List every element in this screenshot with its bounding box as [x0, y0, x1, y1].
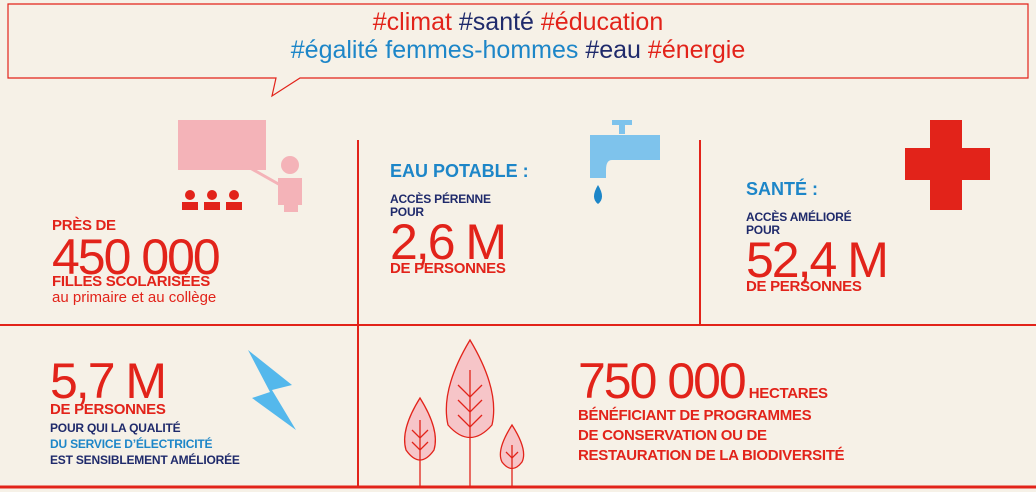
heading: EAU POTABLE : — [390, 161, 529, 181]
detail: BÉNÉFICIANT DE PROGRAMMES — [578, 407, 812, 424]
figure: 2,6 M — [390, 214, 507, 270]
detail: DU SERVICE D’ÉLECTRICITÉ — [50, 437, 213, 451]
figure: 450 000 — [52, 229, 221, 285]
intro: ACCÈS PÉRENNE POUR — [390, 192, 491, 219]
detail: au primaire et au collège — [52, 289, 217, 306]
hashtag: #climat — [372, 8, 452, 36]
biodiversity-block: 750 000 HECTARES BÉNÉFICIANT DE PROGRAMME… — [578, 356, 845, 466]
intro: ACCÈS AMÉLIORÉ POUR — [746, 210, 852, 237]
speech-bubble — [7, 3, 1029, 98]
detail: RESTAURATION DE LA BIODIVERSITÉ — [578, 447, 845, 464]
detail: DE CONSERVATION OU DE — [578, 427, 767, 444]
hashtag: #santé — [458, 8, 534, 36]
health-block: SANTÉ : ACCÈS AMÉLIORÉ POUR 52,4 M DE PE… — [746, 180, 926, 295]
label: DE PERSONNES — [50, 401, 166, 418]
cross-icon — [905, 120, 990, 210]
heading: SANTÉ : — [746, 179, 818, 199]
energy-block: 5,7 M DE PERSONNES POUR QUI LA QUALITÉ D… — [50, 353, 240, 468]
unit: HECTARES — [748, 385, 828, 402]
figure: 52,4 M — [746, 232, 889, 288]
hashtag: #éducation — [540, 8, 664, 36]
detail: POUR QUI LA QUALITÉ — [50, 421, 181, 435]
label: DE PERSONNES — [746, 278, 862, 295]
hashtag: #égalité femmes-hommes — [290, 36, 579, 64]
hashtag: #eau — [585, 36, 641, 64]
figure: 750 000 — [578, 353, 747, 409]
hashtag: #énergie — [647, 36, 746, 64]
faucet-icon — [590, 120, 660, 204]
intro: PRÈS DE — [52, 217, 116, 234]
trees-icon — [403, 338, 525, 487]
water-block: EAU POTABLE : ACCÈS PÉRENNE POUR 2,6 M D… — [390, 162, 570, 277]
hashtags: #climat #santé #éducation #égalité femme… — [0, 8, 1036, 64]
label: FILLES SCOLARISÉES — [52, 273, 210, 290]
lightning-icon — [248, 350, 296, 430]
detail: EST SENSIBLEMENT AMÉLIORÉE — [50, 453, 240, 467]
label: DE PERSONNES — [390, 260, 506, 277]
education-block: PRÈS DE 450 000 FILLES SCOLARISÉES au pr… — [52, 217, 221, 306]
figure: 5,7 M — [50, 353, 167, 409]
teacher-icon — [178, 120, 302, 212]
